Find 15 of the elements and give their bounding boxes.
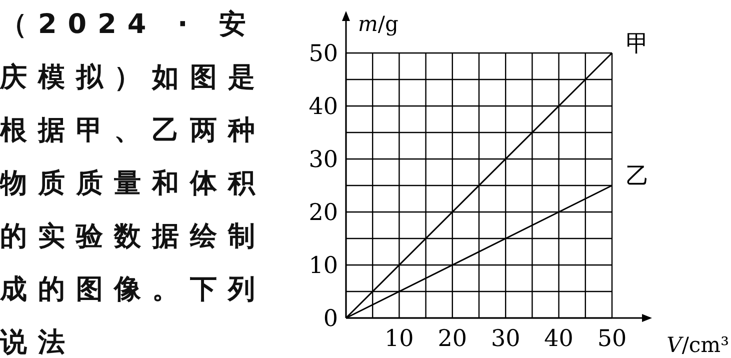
- y-tick-label: 30: [308, 147, 338, 173]
- series-label: 乙: [626, 164, 649, 190]
- x-tick-label: 50: [597, 326, 627, 352]
- y-tick-label: 20: [308, 200, 338, 226]
- series-label: 甲: [626, 31, 649, 57]
- x-tick-label: 40: [544, 326, 574, 352]
- y-tick-label: 0: [323, 306, 338, 332]
- x-axis-title: V/cm³: [666, 333, 729, 357]
- x-tick-label: 10: [384, 326, 414, 352]
- y-axis-title: m/g: [358, 12, 398, 36]
- y-tick-label: 50: [308, 41, 338, 67]
- y-tick-label: 40: [308, 94, 338, 120]
- x-tick-label: 20: [438, 326, 468, 352]
- x-tick-label: 30: [490, 326, 520, 352]
- y-tick-label: 10: [308, 253, 338, 279]
